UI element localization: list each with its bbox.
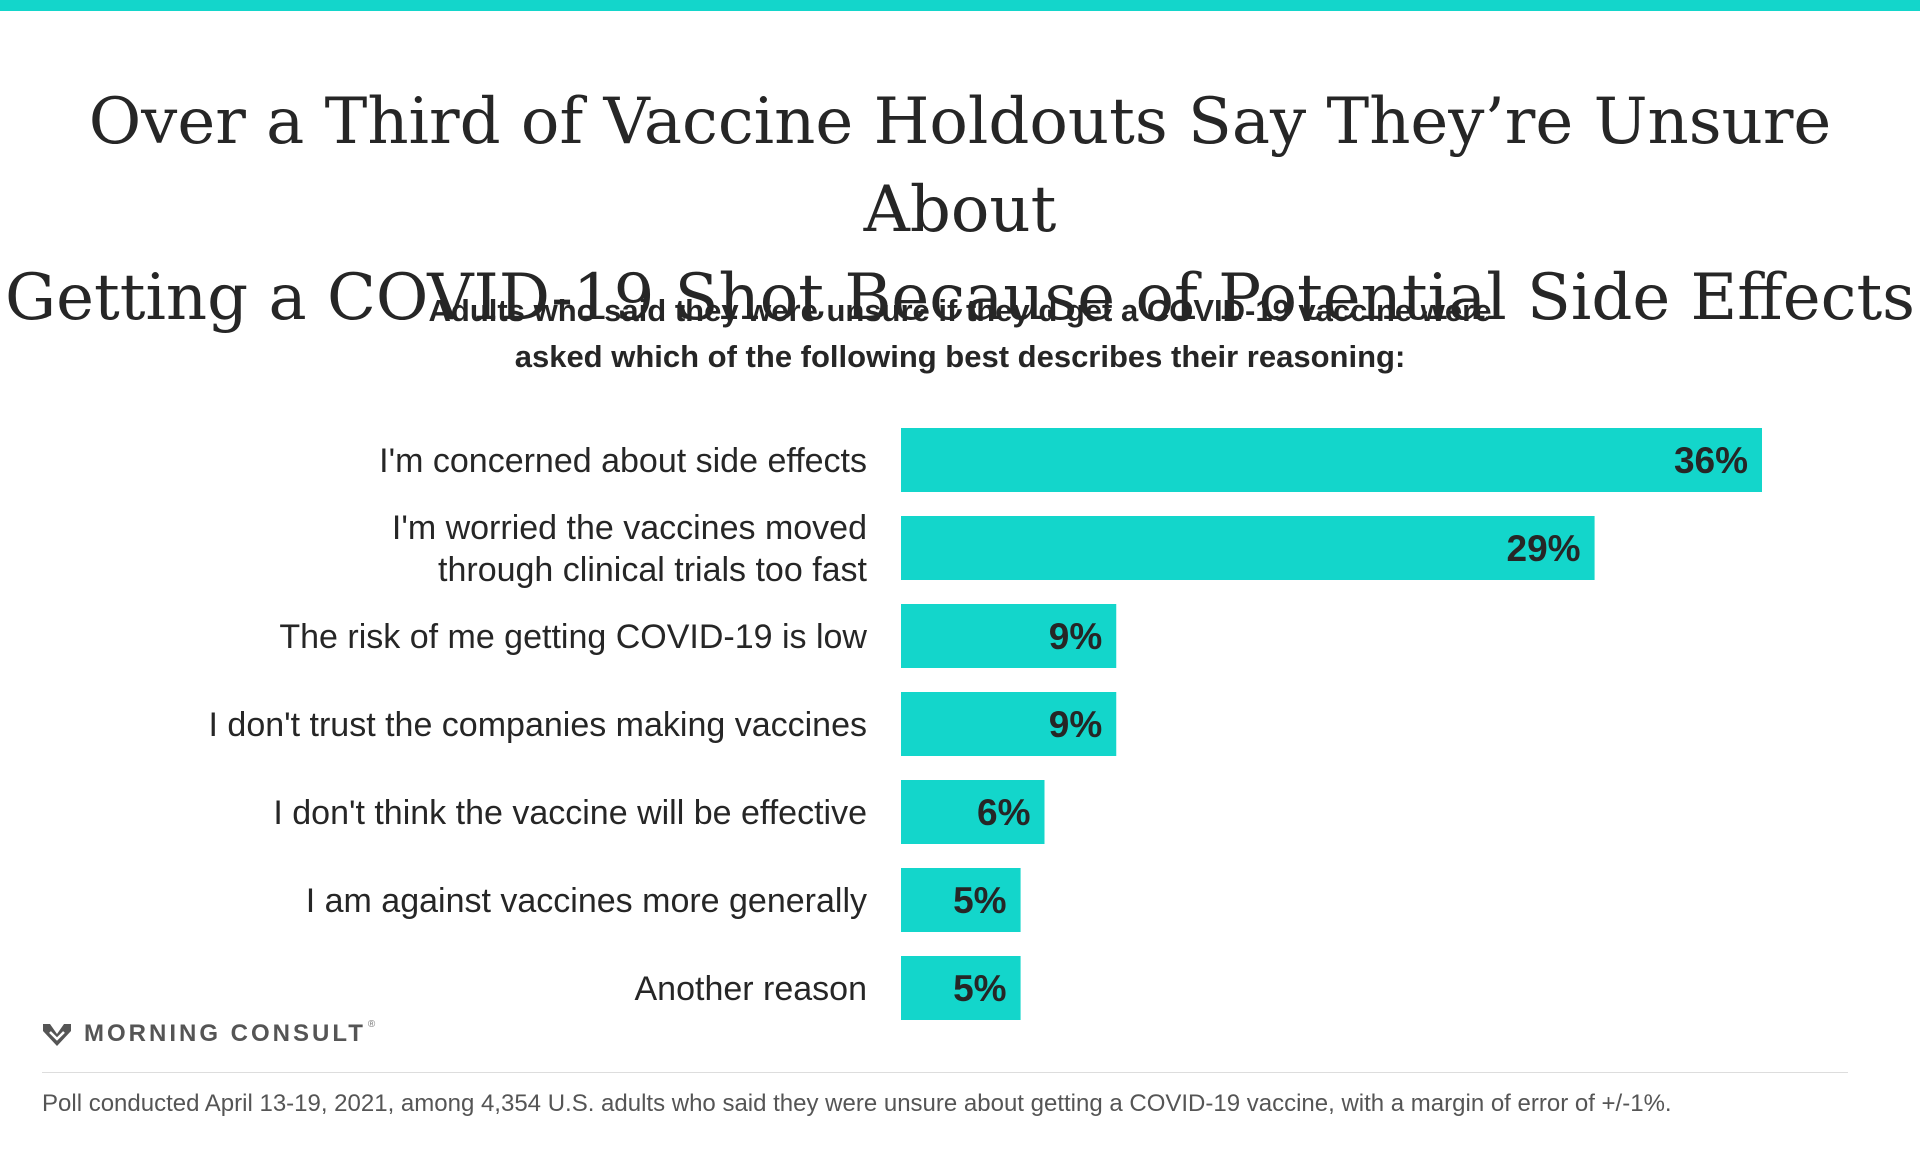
bar-5 xyxy=(901,868,1021,932)
value-label-6: 5% xyxy=(953,968,1006,1009)
morning-consult-logo: MORNING CONSULT ® xyxy=(42,1018,375,1050)
value-label-1: 29% xyxy=(1507,528,1581,569)
bar-6 xyxy=(901,956,1021,1020)
top-accent-bar xyxy=(0,0,1920,11)
chart-subtitle-line-1: Adults who said they were unsure if they… xyxy=(428,293,1492,328)
chart-title-line-2: Getting a COVID-19 Shot Because of Poten… xyxy=(5,261,1915,335)
chart-subtitle-line-2: asked which of the following best descri… xyxy=(514,339,1406,374)
bar-1 xyxy=(901,516,1595,580)
category-label-5: I am against vaccines more generally xyxy=(306,882,867,920)
category-label-1: I'm worried the vaccines moved through cl… xyxy=(392,509,868,589)
category-label-6: Another reason xyxy=(635,970,868,1008)
value-label-0: 36% xyxy=(1674,440,1748,481)
value-label-4: 6% xyxy=(977,792,1030,833)
category-label-3: I don't trust the companies making vacci… xyxy=(209,706,867,744)
bar-3 xyxy=(901,692,1117,756)
bar-0 xyxy=(901,428,1762,492)
registered-mark: ® xyxy=(367,1018,376,1030)
footnote: Poll conducted April 13-19, 2021, among … xyxy=(42,1090,1672,1117)
value-label-2: 9% xyxy=(1049,616,1102,657)
chart-subtitle: Adults who said they were unsure if they… xyxy=(310,288,1610,380)
value-label-5: 5% xyxy=(953,880,1006,921)
category-label-0: I'm concerned about side effects xyxy=(379,442,867,480)
value-label-3: 9% xyxy=(1049,704,1102,745)
footer-divider xyxy=(42,1072,1848,1073)
chart-title-line-1: Over a Third of Vaccine Holdouts Say The… xyxy=(88,85,1832,247)
bar-chart: 36% I'm concerned about side effects 29% I'… xyxy=(209,428,1762,1020)
morning-consult-m-icon xyxy=(43,1024,71,1046)
category-label-4: I don't think the vaccine will be effect… xyxy=(273,794,867,832)
category-label-2: The risk of me getting COVID-19 is low xyxy=(279,618,867,656)
logo-text: MORNING CONSULT xyxy=(84,1020,366,1047)
chart-title: Over a Third of Vaccine Holdouts Say The… xyxy=(0,78,1920,342)
bar-4 xyxy=(901,780,1045,844)
bar-2 xyxy=(901,604,1117,668)
